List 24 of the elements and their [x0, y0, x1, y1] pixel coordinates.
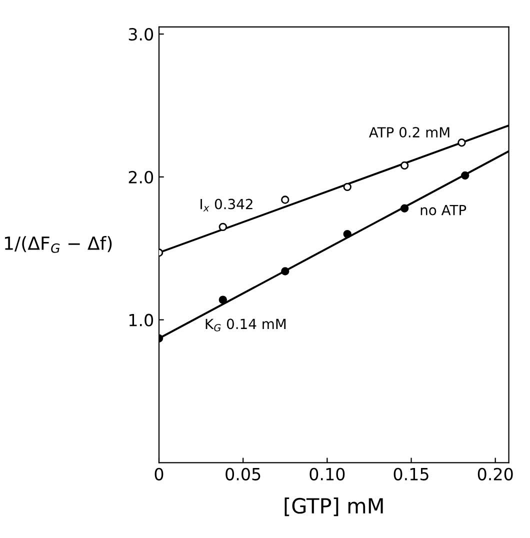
- y-tick-label: 1.0: [129, 314, 154, 326]
- x-axis-title: [GTP] mM: [284, 498, 383, 516]
- point: [281, 267, 290, 276]
- y-axis-title: 1/(ΔF$_{G}$ − Δf): [5, 236, 112, 253]
- x-tick-label: 0.10: [310, 468, 345, 480]
- x-tick-label: 0: [154, 468, 164, 480]
- point: [458, 138, 466, 147]
- x-tick-label: 0.20: [478, 468, 513, 480]
- point: [400, 204, 409, 212]
- point: [400, 161, 409, 170]
- point: [218, 296, 228, 304]
- point: [343, 230, 352, 238]
- y-tick-label: 2.0: [128, 170, 154, 184]
- point: [281, 196, 290, 204]
- point: [343, 182, 352, 192]
- annotation: ATP 0.2 mM: [368, 127, 450, 138]
- point: [218, 222, 228, 232]
- annotation: no ATP: [420, 204, 466, 216]
- annotation: K$_{G}$ 0.14 mM: [206, 318, 286, 332]
- annotation: I$_{x}$ 0.342: [200, 198, 252, 212]
- x-tick-label: 0.05: [226, 468, 260, 480]
- y-tick-label: 3.0: [128, 28, 154, 41]
- point: [460, 171, 470, 180]
- x-tick-label: 0.15: [394, 468, 428, 480]
